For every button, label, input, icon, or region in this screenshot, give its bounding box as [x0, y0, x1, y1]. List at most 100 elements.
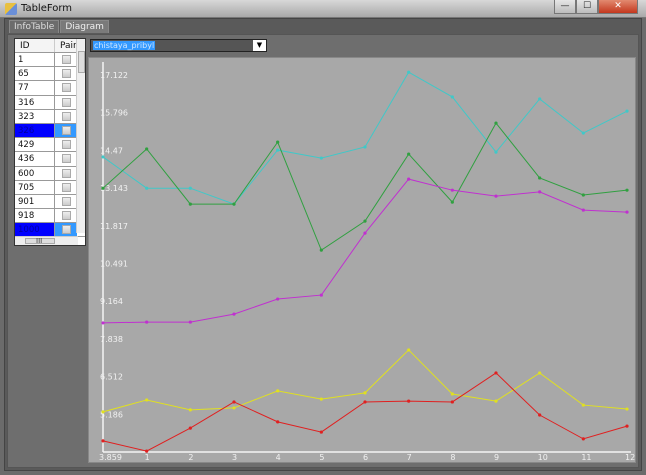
cell-paint[interactable]	[55, 67, 77, 80]
cell-id[interactable]: 436	[15, 152, 55, 166]
chart-svg: 17.122 15.796 14.47 13.143 11.817 10.491 9.164…	[99, 62, 635, 462]
table-row[interactable]: 65	[15, 67, 85, 82]
table-row[interactable]: 600	[15, 166, 85, 181]
diagram-page: ID Paint 1 65 77 316 323 326 429 436 600 705 901 91…	[7, 34, 639, 468]
table-row[interactable]: 316	[15, 95, 85, 110]
chevron-down-icon[interactable]: ▼	[253, 40, 266, 51]
data-point	[494, 399, 498, 403]
paint-checkbox[interactable]	[61, 126, 71, 136]
x-tick-label: 6	[363, 453, 368, 462]
cell-id[interactable]: 918	[15, 209, 55, 223]
y-tick-label: 6.512	[100, 373, 123, 382]
paint-checkbox[interactable]	[61, 97, 71, 107]
data-grid[interactable]: ID Paint 1 65 77 316 323 326 429 436 600 705 901 91…	[14, 38, 86, 246]
tab-infotable[interactable]: InfoTable	[9, 20, 60, 33]
cell-paint[interactable]	[55, 96, 77, 109]
cell-id[interactable]: 326	[15, 123, 55, 138]
hscroll-thumb[interactable]: III	[25, 237, 55, 245]
data-point	[625, 210, 629, 214]
data-point	[101, 321, 105, 325]
y-tick-label: 15.796	[100, 109, 128, 118]
cell-paint[interactable]	[55, 181, 77, 194]
cell-id[interactable]: 429	[15, 138, 55, 152]
cell-paint[interactable]	[55, 123, 77, 138]
scroll-thumb[interactable]	[78, 51, 85, 73]
data-point	[363, 219, 367, 223]
cell-paint[interactable]	[55, 53, 77, 66]
cell-paint[interactable]	[55, 167, 77, 180]
cell-id[interactable]: 1000	[15, 223, 55, 237]
series-line-0	[102, 71, 628, 205]
paint-checkbox[interactable]	[61, 182, 71, 192]
series-select-value: chistaya_pribyl	[93, 41, 156, 50]
y-tick-label: 13.143	[100, 184, 128, 193]
table-row[interactable]: 429	[15, 138, 85, 153]
data-point	[188, 202, 192, 206]
table-row[interactable]: 326	[15, 123, 85, 139]
data-point	[145, 147, 149, 151]
cell-id[interactable]: 323	[15, 109, 55, 123]
table-row[interactable]: 1	[15, 53, 85, 68]
cell-paint[interactable]	[55, 81, 77, 94]
cell-id[interactable]: 600	[15, 166, 55, 180]
data-point	[319, 430, 323, 434]
data-point	[450, 400, 454, 404]
cell-id[interactable]: 77	[15, 81, 55, 95]
table-row[interactable]: 1000	[15, 223, 85, 238]
tab-diagram[interactable]: Diagram	[60, 20, 109, 33]
hscroll-grip: III	[36, 237, 43, 245]
column-header-id[interactable]: ID	[15, 39, 55, 52]
data-point	[319, 397, 323, 401]
data-point	[407, 152, 411, 156]
data-point	[145, 398, 149, 402]
data-point	[450, 200, 454, 204]
data-point	[276, 297, 280, 301]
cell-id[interactable]: 705	[15, 180, 55, 194]
vertical-scrollbar[interactable]	[76, 39, 85, 233]
cell-id[interactable]: 65	[15, 67, 55, 81]
paint-checkbox[interactable]	[61, 83, 71, 93]
close-button[interactable]: ✕	[598, 0, 638, 14]
minimize-button[interactable]: —	[554, 0, 576, 14]
paint-checkbox[interactable]	[61, 140, 71, 150]
data-point	[363, 391, 367, 395]
paint-checkbox[interactable]	[61, 55, 71, 65]
cell-paint[interactable]	[55, 223, 77, 237]
data-point	[450, 392, 454, 396]
window-title: TableForm	[21, 3, 73, 14]
data-point	[625, 424, 629, 428]
table-row[interactable]: 918	[15, 209, 85, 224]
data-point	[450, 188, 454, 192]
paint-checkbox[interactable]	[61, 69, 71, 79]
data-point	[625, 188, 629, 192]
table-row[interactable]: 901	[15, 194, 85, 210]
data-point	[581, 193, 585, 197]
table-row[interactable]: 77	[15, 81, 85, 96]
maximize-button[interactable]: ☐	[576, 0, 598, 14]
data-point	[494, 371, 498, 375]
series-select[interactable]: chistaya_pribyl ▼	[90, 39, 267, 52]
column-header-paint[interactable]: Paint	[60, 41, 83, 51]
data-point	[276, 140, 280, 144]
paint-checkbox[interactable]	[61, 168, 71, 178]
paint-checkbox[interactable]	[61, 211, 71, 221]
paint-checkbox[interactable]	[61, 225, 71, 235]
data-point	[145, 186, 149, 190]
cell-paint[interactable]	[55, 209, 77, 222]
cell-paint[interactable]	[55, 152, 77, 165]
paint-checkbox[interactable]	[61, 154, 71, 164]
table-row[interactable]: 436	[15, 152, 85, 167]
table-row[interactable]: 705	[15, 180, 85, 195]
horizontal-scrollbar[interactable]: III	[15, 236, 78, 245]
paint-checkbox[interactable]	[61, 196, 71, 206]
cell-id[interactable]: 316	[15, 95, 55, 109]
table-row[interactable]: 323	[15, 109, 85, 124]
cell-paint[interactable]	[55, 195, 77, 208]
cell-id[interactable]: 1	[15, 53, 55, 67]
cell-id[interactable]: 901	[15, 194, 55, 209]
data-point	[407, 399, 411, 403]
cell-paint[interactable]	[55, 138, 77, 151]
data-point	[276, 148, 280, 152]
paint-checkbox[interactable]	[61, 111, 71, 121]
cell-paint[interactable]	[55, 110, 77, 123]
